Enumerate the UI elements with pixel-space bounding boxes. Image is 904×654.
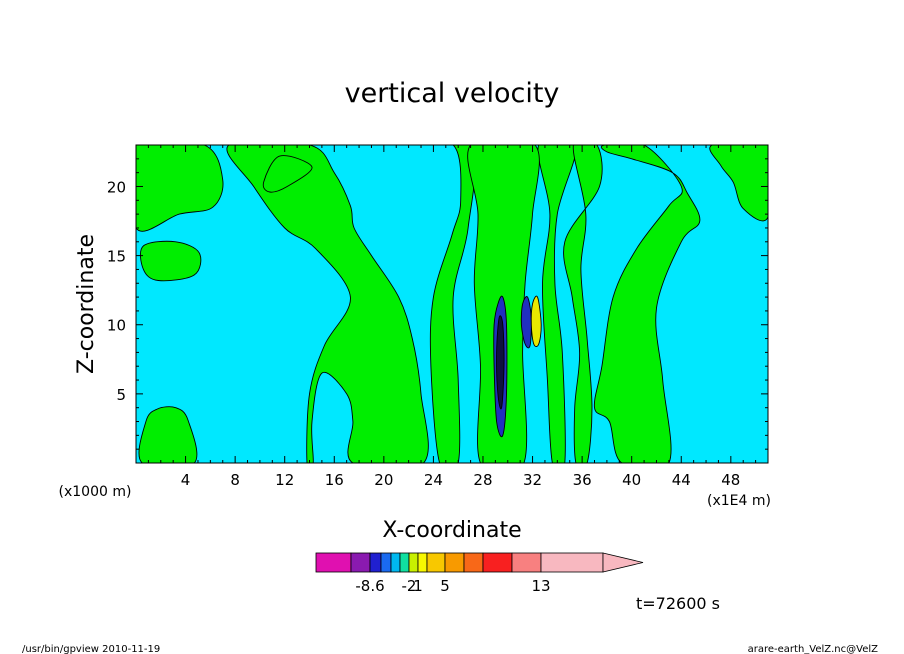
colorbar-tick-label: 13 <box>531 577 550 595</box>
y-axis-label: Z-coordinate <box>74 234 99 374</box>
x-axis: 4 8 12 16 20 24 28 32 36 40 44 48 <box>147 145 757 489</box>
x-tick-label: 16 <box>325 471 344 489</box>
colorbar-segment <box>350 552 371 573</box>
x-tick-label: 44 <box>672 471 691 489</box>
contour-region-positive <box>593 145 701 463</box>
contour-region-strong_up <box>530 295 542 347</box>
contour-region-positive <box>262 155 313 193</box>
contour-region-positive <box>709 145 768 222</box>
colorbar-tick-label: -8.6 <box>355 577 384 595</box>
colorbar-segment <box>408 552 419 573</box>
colorbar-segment <box>390 552 401 573</box>
x-tick-label: 20 <box>374 471 393 489</box>
y-tick-label: 15 <box>107 248 126 266</box>
colorbar-segment <box>482 552 513 573</box>
x-tick-label: 24 <box>424 471 443 489</box>
contour-region-core <box>496 315 505 410</box>
footer-left: /usr/bin/gpview 2010-11-19 <box>22 644 160 654</box>
x-tick-label: 40 <box>622 471 641 489</box>
colorbar-tick-label: 1 <box>413 577 423 595</box>
colorbar-segment <box>399 552 410 573</box>
colorbar-segment <box>540 552 604 573</box>
contour-region-positive <box>403 145 476 463</box>
x-tick-label: 12 <box>275 471 294 489</box>
plot-area <box>135 144 769 464</box>
colorbar-segment <box>511 552 542 573</box>
colorbar-extend-arrow <box>602 552 644 573</box>
colorbar-segment <box>463 552 484 573</box>
colorbar-tick-label: -2 <box>402 577 417 595</box>
contour-region-positive <box>537 145 577 463</box>
colorbar-segment <box>315 552 352 573</box>
x-axis-label: X-coordinate <box>382 518 521 543</box>
colorbar-segment <box>417 552 428 573</box>
contour-region-positive <box>563 145 603 463</box>
contour-region-positive <box>138 406 198 463</box>
contour-field <box>136 145 768 463</box>
colorbar-segment <box>444 552 465 573</box>
x-tick-label: 48 <box>721 471 740 489</box>
y-tick-label: 5 <box>116 386 126 404</box>
y-tick-label: 10 <box>107 317 126 335</box>
contour-region-positive <box>139 240 202 282</box>
colorbar-tick-label: 5 <box>440 577 450 595</box>
time-label: t=72600 s <box>636 594 720 613</box>
colorbar: -8.6 -21 5 13 <box>315 552 644 595</box>
x-tick-label: 8 <box>230 471 240 489</box>
x-tick-label: 32 <box>523 471 542 489</box>
contour-region-positive <box>226 145 429 463</box>
x-tick-label: 28 <box>473 471 492 489</box>
y-tick-label: 20 <box>107 178 126 196</box>
x-axis-unit-right: (x1E4 m) <box>707 493 771 509</box>
contour-region-positive <box>136 145 224 232</box>
contour-region-strong_down <box>520 296 532 349</box>
colorbar-segment <box>380 552 392 573</box>
x-tick-label: 4 <box>181 471 191 489</box>
colorbar-segment <box>426 552 446 573</box>
chart-title: vertical velocity <box>345 78 560 109</box>
colorbar-segment <box>369 552 382 573</box>
x-tick-label: 36 <box>573 471 592 489</box>
x-axis-unit-left: (x1000 m) <box>59 484 132 500</box>
footer-right: arare-earth_VelZ.nc@VelZ <box>748 644 879 654</box>
y-axis: 5 10 15 20 <box>107 158 768 450</box>
plot-frame <box>135 144 769 464</box>
